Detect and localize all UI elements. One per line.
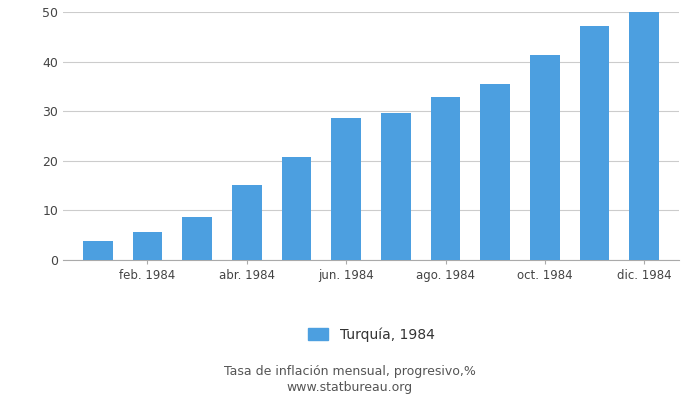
Bar [281, 157, 312, 260]
Legend: Turquía, 1984: Turquía, 1984 [302, 322, 440, 347]
Text: www.statbureau.org: www.statbureau.org [287, 382, 413, 394]
Bar [430, 97, 461, 260]
Text: Tasa de inflación mensual, progresivo,%: Tasa de inflación mensual, progresivo,% [224, 366, 476, 378]
Bar [132, 232, 162, 260]
Bar [530, 55, 560, 260]
Bar [480, 84, 510, 260]
Bar [381, 113, 411, 260]
Bar [182, 217, 212, 260]
Bar [580, 26, 610, 260]
Bar [331, 118, 361, 260]
Bar [83, 241, 113, 260]
Bar [232, 185, 262, 260]
Bar [629, 12, 659, 260]
